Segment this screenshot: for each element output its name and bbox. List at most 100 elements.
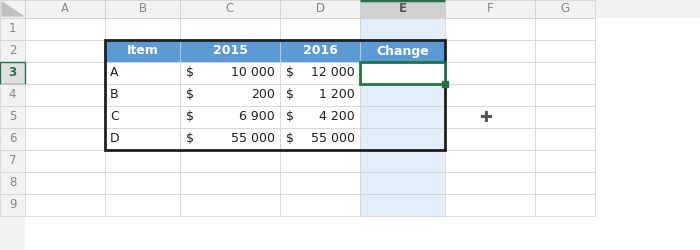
Text: D: D [110,132,120,145]
Bar [360,18,445,40]
Bar [180,62,280,84]
Bar [445,150,535,172]
Text: $: $ [186,88,194,102]
Bar [180,18,280,40]
Bar [25,106,105,128]
Bar [280,62,360,84]
Bar [280,62,360,84]
Bar [280,106,360,128]
Text: B: B [110,88,118,102]
Text: G: G [561,2,570,16]
Bar [360,0,445,18]
Bar [445,18,535,40]
Bar [360,62,445,84]
Bar [280,0,360,18]
Text: 200: 200 [251,88,275,102]
Bar [360,62,445,84]
Bar [105,40,180,62]
Bar [280,40,360,62]
Bar [280,150,360,172]
Bar [180,84,280,106]
Text: 8: 8 [9,176,16,190]
Bar [25,0,105,18]
Text: 3: 3 [8,66,17,80]
Text: 2015: 2015 [213,44,248,58]
Bar [0,0,25,250]
Bar [0,18,25,40]
Bar [180,84,280,106]
Text: 55 000: 55 000 [311,132,355,145]
Text: C: C [226,2,234,16]
Bar [25,40,105,62]
Text: 10 000: 10 000 [231,66,275,80]
Bar [445,0,535,18]
Text: Item: Item [127,44,158,58]
Bar [360,84,445,106]
Text: 55 000: 55 000 [231,132,275,145]
Text: $: $ [286,88,294,102]
Bar [360,128,445,150]
Bar [445,172,535,194]
Text: $: $ [186,110,194,124]
Bar [0,0,25,18]
Bar [280,18,360,40]
Text: ✚: ✚ [479,110,492,124]
Text: 6: 6 [8,132,16,145]
Polygon shape [2,2,23,16]
Bar [105,40,445,150]
Text: 1: 1 [8,22,16,36]
Bar [535,18,595,40]
Text: 6 900: 6 900 [239,110,275,124]
Bar [535,62,595,84]
Bar [180,40,280,62]
Bar [105,106,180,128]
Bar [105,106,180,128]
Text: 2016: 2016 [302,44,337,58]
Bar [0,194,25,216]
Bar [535,194,595,216]
Bar [445,84,535,106]
Text: $: $ [186,132,194,145]
Bar [535,40,595,62]
Bar [360,40,445,62]
Bar [535,128,595,150]
Bar [360,18,445,40]
Bar [25,172,105,194]
Bar [180,106,280,128]
Text: 1 200: 1 200 [319,88,355,102]
Bar [360,128,445,150]
Bar [105,62,180,84]
Text: 4: 4 [8,88,16,102]
Bar [360,150,445,172]
Bar [280,40,360,62]
Bar [445,40,535,62]
Bar [360,84,445,106]
Text: F: F [486,2,493,16]
Text: 4 200: 4 200 [319,110,355,124]
Bar [360,40,445,62]
Bar [280,106,360,128]
Bar [535,172,595,194]
Bar [105,84,180,106]
Bar [360,62,445,84]
Bar [360,172,445,194]
Bar [0,172,25,194]
Bar [360,106,445,128]
Bar [535,150,595,172]
Bar [105,194,180,216]
Bar [25,128,105,150]
Bar [360,128,445,150]
Bar [280,194,360,216]
Bar [180,194,280,216]
Bar [25,150,105,172]
Bar [535,106,595,128]
Bar [445,194,535,216]
Text: 7: 7 [8,154,16,168]
Text: D: D [316,2,325,16]
Bar [180,0,280,18]
Bar [280,84,360,106]
Bar [105,172,180,194]
Bar [360,150,445,172]
Text: E: E [398,2,407,16]
Bar [25,62,105,84]
